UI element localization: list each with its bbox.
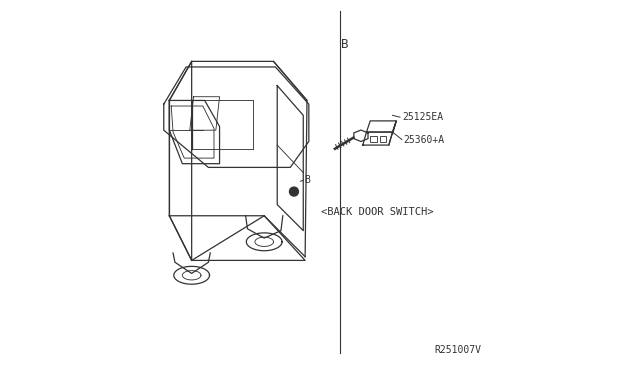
Text: B: B [304,176,310,185]
Text: 25125EA: 25125EA [402,112,443,122]
Text: B: B [341,38,349,51]
Bar [370,136,377,142]
Bar [380,136,386,142]
Text: <BACK DOOR SWITCH>: <BACK DOOR SWITCH> [321,207,434,217]
Circle shape [289,187,298,196]
Text: R251007V: R251007V [434,345,481,355]
Text: 25360+A: 25360+A [404,135,445,144]
